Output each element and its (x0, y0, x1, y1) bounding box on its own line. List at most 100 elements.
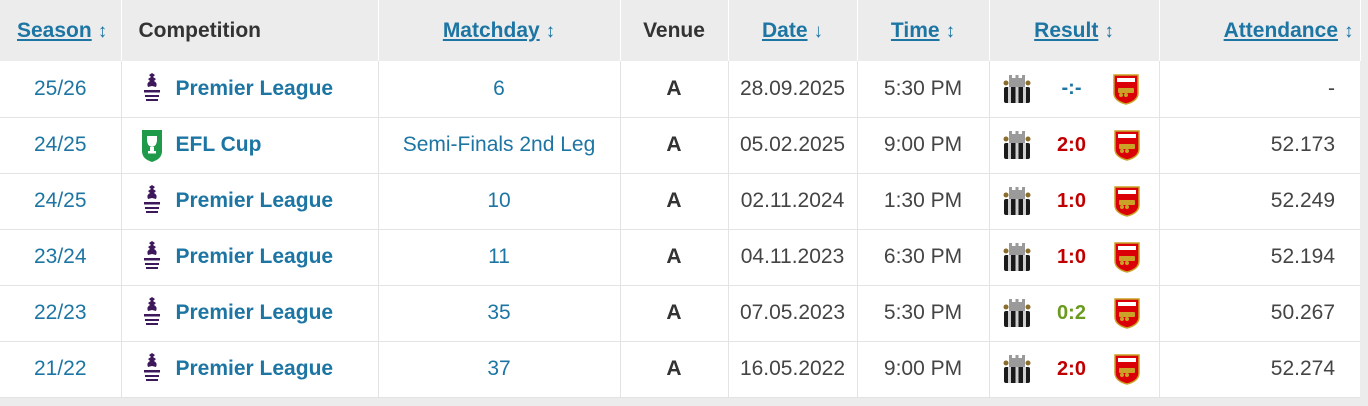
sort-both-icon[interactable]: ↕ (1344, 20, 1354, 42)
newcastle-crest-icon[interactable] (1003, 353, 1031, 385)
time-header[interactable]: Time ↕ (857, 0, 990, 61)
premier-league-logo-icon[interactable] (140, 183, 164, 219)
result-sort-link[interactable]: Result (1034, 18, 1099, 42)
date-value: 02.11.2024 (740, 189, 845, 212)
match-score-link[interactable]: 1:0 (1057, 189, 1086, 212)
newcastle-crest-icon[interactable] (1003, 297, 1031, 329)
season-sort-link[interactable]: Season (17, 18, 92, 42)
date-header[interactable]: Date ↓ (728, 0, 858, 61)
match-score-link[interactable]: 1:0 (1057, 245, 1086, 268)
premier-league-logo-icon[interactable] (140, 351, 164, 387)
match-score-link[interactable]: 2:0 (1057, 133, 1086, 156)
matchday-cell[interactable]: Semi-Finals 2nd Leg (378, 117, 621, 174)
result-header[interactable]: Result ↕ (989, 0, 1160, 61)
season-cell[interactable]: 25/26 (0, 61, 122, 118)
season-cell[interactable]: 24/25 (0, 173, 122, 230)
arsenal-crest-icon[interactable] (1113, 297, 1141, 329)
matchday-link[interactable]: 11 (488, 245, 510, 268)
time-sort-link[interactable]: Time (890, 18, 940, 42)
matchday-link[interactable]: 6 (493, 76, 505, 100)
premier-league-logo-icon[interactable] (140, 71, 164, 107)
season-link[interactable]: 22/23 (33, 301, 87, 324)
season-cell[interactable]: 24/25 (0, 117, 122, 174)
season-cell[interactable]: 22/23 (0, 285, 122, 342)
attendance-sort-link[interactable]: Attendance (1223, 18, 1338, 42)
attendance-cell: 52.249 (1159, 173, 1360, 230)
matchday-link[interactable]: Semi-Finals 2nd Leg (402, 133, 596, 156)
newcastle-crest-icon[interactable] (1003, 73, 1031, 105)
efl-cup-logo-icon[interactable] (140, 127, 164, 163)
result-inner: 0:2 (990, 297, 1159, 329)
arsenal-crest-icon[interactable] (1113, 353, 1141, 385)
matchday-link[interactable]: 35 (487, 301, 511, 324)
season-cell[interactable]: 23/24 (0, 229, 122, 286)
venue-cell: A (620, 229, 729, 286)
sort-both-icon[interactable]: ↕ (97, 20, 108, 42)
matchday-sort-link[interactable]: Matchday (442, 18, 540, 42)
sort-both-icon[interactable]: ↕ (945, 20, 956, 42)
season-link[interactable]: 23/24 (33, 245, 87, 268)
attendance-cell: - (1159, 61, 1360, 118)
competition-cell[interactable]: Premier League (121, 173, 379, 230)
date-value: 28.09.2025 (739, 76, 846, 100)
table-row: 23/24 Premier League 11 A 04.11.2023 6:3… (0, 229, 1360, 286)
newcastle-crest-icon[interactable] (1003, 241, 1031, 273)
competition-cell[interactable]: Premier League (121, 229, 379, 286)
matchday-cell[interactable]: 10 (378, 173, 621, 230)
newcastle-crest-icon[interactable] (1003, 129, 1031, 161)
competition-link[interactable]: Premier League (175, 245, 334, 268)
match-score-link[interactable]: -:- (1061, 77, 1082, 100)
time-value: 9:00 PM (883, 357, 963, 380)
season-header[interactable]: Season ↕ (0, 0, 122, 61)
time-value: 9:00 PM (883, 133, 963, 156)
arsenal-crest-icon[interactable] (1113, 129, 1141, 161)
matchday-cell[interactable]: 6 (378, 61, 621, 118)
premier-league-logo-icon[interactable] (140, 295, 164, 331)
matchday-cell[interactable]: 11 (378, 229, 621, 286)
competition-header: Competition (121, 0, 379, 61)
matchday-link[interactable]: 10 (487, 189, 511, 212)
matchday-cell[interactable]: 35 (378, 285, 621, 342)
matchday-link[interactable]: 37 (487, 357, 511, 380)
competition-link[interactable]: Premier League (175, 357, 334, 380)
arsenal-crest-icon[interactable] (1113, 241, 1141, 273)
venue-cell: A (620, 341, 729, 398)
competition-link[interactable]: Premier League (175, 301, 334, 324)
match-score-link[interactable]: 0:2 (1057, 301, 1086, 324)
competition-cell[interactable]: Premier League (121, 61, 379, 118)
newcastle-crest-icon[interactable] (1003, 185, 1031, 217)
date-cell: 07.05.2023 (728, 285, 858, 342)
competition-link[interactable]: Premier League (175, 76, 334, 100)
season-link[interactable]: 24/25 (33, 133, 87, 156)
sort-both-icon[interactable]: ↕ (1104, 20, 1114, 42)
season-link[interactable]: 21/22 (33, 357, 87, 380)
date-value: 07.05.2023 (739, 301, 846, 324)
arsenal-crest-icon[interactable] (1112, 73, 1140, 105)
time-cell: 9:00 PM (857, 341, 990, 398)
match-score-link[interactable]: 2:0 (1057, 357, 1086, 380)
venue-cell: A (620, 61, 729, 118)
time-value: 1:30 PM (883, 189, 963, 212)
date-cell: 05.02.2025 (728, 117, 858, 174)
competition-link[interactable]: Premier League (175, 189, 334, 212)
venue-cell: A (620, 173, 729, 230)
competition-link[interactable]: EFL Cup (175, 133, 262, 156)
sort-down-icon[interactable]: ↓ (813, 20, 824, 42)
table-row: 24/25 Premier League 10 A 02.11.2024 1:3… (0, 173, 1360, 230)
sort-both-icon[interactable]: ↕ (545, 20, 556, 42)
date-sort-link[interactable]: Date (761, 18, 808, 42)
season-link[interactable]: 24/25 (33, 189, 87, 212)
premier-league-logo-icon[interactable] (140, 239, 164, 275)
competition-cell[interactable]: EFL Cup (121, 117, 379, 174)
season-cell[interactable]: 21/22 (0, 341, 122, 398)
arsenal-crest-icon[interactable] (1113, 185, 1141, 217)
attendance-cell: 52.173 (1159, 117, 1360, 174)
season-link[interactable]: 25/26 (33, 76, 87, 100)
competition-cell[interactable]: Premier League (121, 285, 379, 342)
result-inner: 2:0 (990, 129, 1159, 161)
matchday-cell[interactable]: 37 (378, 341, 621, 398)
date-cell: 02.11.2024 (728, 173, 858, 230)
competition-cell[interactable]: Premier League (121, 341, 379, 398)
attendance-header[interactable]: Attendance ↕ (1159, 0, 1361, 61)
matchday-header[interactable]: Matchday ↕ (378, 0, 621, 61)
